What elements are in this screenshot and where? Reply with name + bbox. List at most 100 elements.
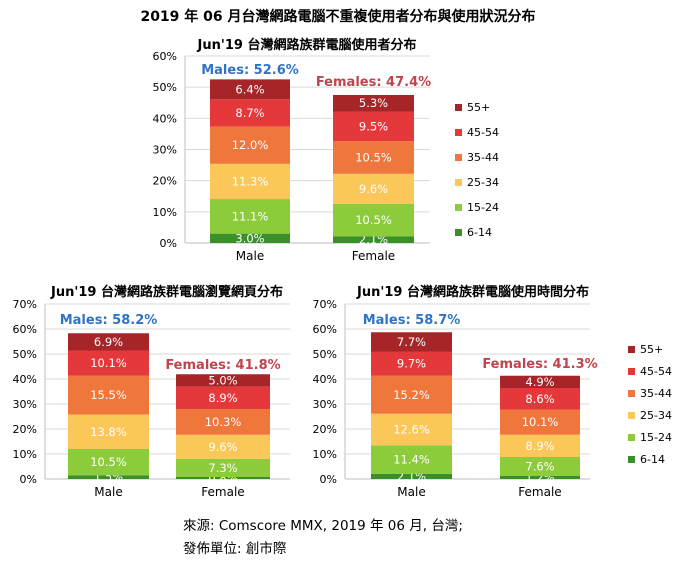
y-tick-label: 0% bbox=[20, 473, 37, 486]
bar-segment-female-6-14 bbox=[176, 477, 270, 479]
legend-swatch bbox=[628, 390, 635, 397]
bar-segment-male-25-34 bbox=[210, 163, 290, 200]
bar-segment-male-45-54 bbox=[68, 350, 149, 376]
data-label: 7.6% bbox=[525, 460, 554, 474]
bar-segment-male-15-24 bbox=[68, 449, 149, 476]
data-label: 8.6% bbox=[525, 392, 554, 406]
total-label-male: Males: 58.7% bbox=[363, 313, 461, 328]
bar-segment-female-25-34 bbox=[500, 434, 580, 457]
total-label-male: Males: 58.2% bbox=[60, 313, 158, 328]
x-tick-label: Male bbox=[236, 249, 264, 263]
legend: 55+ 45-54 35-44 25-34 15-24 6-14 bbox=[628, 343, 672, 466]
y-tick-label: 60% bbox=[313, 323, 337, 336]
y-tick-label: 50% bbox=[313, 348, 337, 361]
y-tick-label: 10% bbox=[13, 448, 37, 461]
legend-label: 45-54 bbox=[467, 126, 499, 139]
y-tick-label: 40% bbox=[13, 373, 37, 386]
bar-segment-female-6-14 bbox=[333, 236, 414, 243]
bar-segment-female-25-34 bbox=[333, 173, 414, 204]
total-label-female: Females: 41.3% bbox=[482, 357, 597, 372]
legend-swatch bbox=[455, 179, 462, 186]
data-label: 6.9% bbox=[94, 335, 123, 349]
y-tick-label: 0% bbox=[160, 237, 177, 250]
legend-swatch bbox=[628, 346, 635, 353]
y-tick-label: 70% bbox=[13, 298, 37, 311]
bar-segment-male-6-14 bbox=[68, 475, 149, 479]
chart-title: Jun'19 台灣網路族群電腦使用者分布 bbox=[197, 37, 417, 53]
y-tick-label: 10% bbox=[153, 206, 177, 219]
chart-title: Jun'19 台灣網路族群電腦使用時間分布 bbox=[356, 284, 589, 300]
data-label: 6.4% bbox=[235, 82, 264, 96]
page-title: 2019 年 06 月台灣網路電腦不重複使用者分布與使用狀況分布 bbox=[140, 9, 536, 25]
legend-label: 35-44 bbox=[467, 151, 499, 164]
data-label: 10.5% bbox=[355, 150, 392, 164]
bar-segment-male-25-34 bbox=[68, 414, 149, 449]
y-tick-label: 30% bbox=[13, 398, 37, 411]
bar-segment-male-35-44 bbox=[371, 375, 452, 414]
bar-segment-female-45-54 bbox=[500, 388, 580, 410]
total-label-female: Females: 47.4% bbox=[316, 75, 431, 90]
bar-segment-female-15-24 bbox=[333, 203, 414, 237]
bar-segment-female-55plus bbox=[333, 94, 414, 112]
y-tick-label: 40% bbox=[153, 112, 177, 125]
y-tick-label: 50% bbox=[13, 348, 37, 361]
y-tick-label: 30% bbox=[313, 398, 337, 411]
x-tick-label: Female bbox=[352, 249, 395, 263]
data-label: 11.3% bbox=[232, 174, 269, 188]
data-label: 10.3% bbox=[205, 415, 242, 429]
legend-swatch bbox=[455, 204, 462, 211]
legend-label: 15-24 bbox=[467, 201, 499, 214]
legend-label: 35-44 bbox=[640, 387, 672, 400]
source-note: 來源: Comscore MMX, 2019 年 06 月, 台灣; bbox=[183, 518, 463, 534]
legend-swatch bbox=[455, 129, 462, 136]
bar-segment-male-55plus bbox=[68, 333, 149, 351]
data-label: 7.7% bbox=[397, 335, 426, 349]
x-tick-label: Male bbox=[397, 485, 425, 499]
legend-label: 55+ bbox=[467, 101, 490, 114]
y-tick-label: 50% bbox=[153, 81, 177, 94]
bar-segment-male-15-24 bbox=[371, 445, 452, 474]
bar-segment-female-35-44 bbox=[500, 409, 580, 435]
data-label: 8.9% bbox=[208, 391, 237, 405]
y-tick-label: 0% bbox=[320, 473, 337, 486]
bar-segment-female-55plus bbox=[500, 375, 580, 388]
bar-segment-male-55plus bbox=[371, 332, 452, 352]
y-tick-label: 20% bbox=[313, 423, 337, 436]
chart-computer-users: Jun'19 台灣網路族群電腦使用者分布 0% 10% 20% 30% 40% 50% 60%… bbox=[153, 37, 499, 263]
data-label: 9.5% bbox=[359, 119, 388, 133]
legend-label: 6-14 bbox=[467, 226, 492, 239]
chart-usage-time: Jun'19 台灣網路族群電腦使用時間分布 0% 10% 20% 30% 40% 50% 60… bbox=[313, 284, 672, 499]
legend-swatch bbox=[628, 434, 635, 441]
legend-label: 45-54 bbox=[640, 365, 672, 378]
legend-swatch bbox=[628, 412, 635, 419]
y-tick-label: 70% bbox=[313, 298, 337, 311]
data-label: 4.9% bbox=[525, 375, 554, 389]
legend-label: 55+ bbox=[640, 343, 663, 356]
data-label: 10.5% bbox=[90, 455, 127, 469]
bar-segment-female-35-44 bbox=[176, 409, 270, 435]
total-label-female: Females: 41.8% bbox=[165, 358, 280, 373]
bar-segment-female-45-54 bbox=[176, 386, 270, 409]
y-tick-label: 20% bbox=[13, 423, 37, 436]
data-label: 15.2% bbox=[393, 388, 430, 402]
y-tick-label: 30% bbox=[153, 144, 177, 157]
bar-segment-male-6-14 bbox=[210, 233, 290, 243]
data-label: 9.6% bbox=[208, 440, 237, 454]
data-label: 8.7% bbox=[235, 106, 264, 120]
y-tick-label: 10% bbox=[313, 448, 337, 461]
bar-segment-female-25-34 bbox=[176, 434, 270, 459]
bar-segment-female-15-24 bbox=[176, 458, 270, 477]
bar-segment-female-35-44 bbox=[333, 141, 414, 174]
chart-web-browsing: Jun'19 台灣網路族群電腦瀏覽網頁分布 0% 10% 20% 30% 40% 50% 60… bbox=[13, 284, 290, 499]
bar-segment-male-45-54 bbox=[371, 351, 452, 376]
chart-title: Jun'19 台灣網路族群電腦瀏覽網頁分布 bbox=[50, 284, 283, 300]
data-label: 13.8% bbox=[90, 425, 127, 439]
data-label: 9.6% bbox=[359, 182, 388, 196]
data-label: 15.5% bbox=[90, 388, 127, 402]
data-label: 5.0% bbox=[208, 374, 237, 388]
total-label-male: Males: 52.6% bbox=[201, 63, 299, 78]
bar-segment-male-25-34 bbox=[371, 413, 452, 446]
y-tick-label: 60% bbox=[13, 323, 37, 336]
x-tick-label: Female bbox=[201, 485, 244, 499]
legend-label: 6-14 bbox=[640, 453, 665, 466]
